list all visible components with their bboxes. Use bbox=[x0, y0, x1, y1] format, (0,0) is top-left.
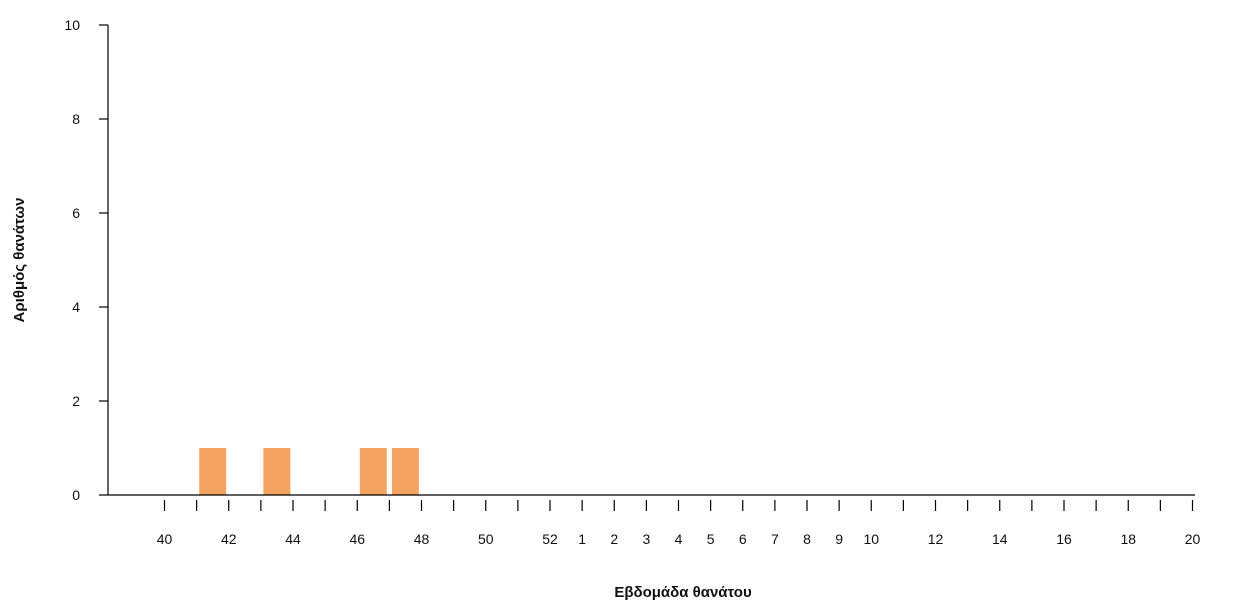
x-tick-label-16: 16 bbox=[1056, 531, 1072, 547]
x-tick-label-50: 50 bbox=[478, 531, 494, 547]
x-tick-label-46: 46 bbox=[349, 531, 365, 547]
x-tick-label-48: 48 bbox=[414, 531, 430, 547]
y-tick-label-6: 6 bbox=[72, 205, 80, 221]
x-tick-label-2: 2 bbox=[610, 531, 618, 547]
bar-week-47 bbox=[391, 448, 419, 495]
y-tick-label-0: 0 bbox=[72, 487, 80, 503]
x-tick-label-12: 12 bbox=[928, 531, 944, 547]
x-tick-label-4: 4 bbox=[675, 531, 683, 547]
bars-layer bbox=[199, 448, 419, 495]
x-tick-label-42: 42 bbox=[221, 531, 237, 547]
x-tick-label-20: 20 bbox=[1185, 531, 1201, 547]
x-tick-label-52: 52 bbox=[542, 531, 558, 547]
x-tick-label-40: 40 bbox=[157, 531, 173, 547]
bar-week-46 bbox=[359, 448, 387, 495]
x-tick-label-18: 18 bbox=[1120, 531, 1136, 547]
x-tick-label-5: 5 bbox=[707, 531, 715, 547]
x-tick-label-10: 10 bbox=[863, 531, 879, 547]
y-tick-label-8: 8 bbox=[72, 111, 80, 127]
y-tick-label-2: 2 bbox=[72, 393, 80, 409]
y-tick-label-4: 4 bbox=[72, 299, 80, 315]
bar-week-43 bbox=[263, 448, 291, 495]
x-tick-label-9: 9 bbox=[835, 531, 843, 547]
x-tick-label-6: 6 bbox=[739, 531, 747, 547]
x-tick-label-44: 44 bbox=[285, 531, 301, 547]
x-tick-label-1: 1 bbox=[578, 531, 586, 547]
x-tick-label-8: 8 bbox=[803, 531, 811, 547]
x-axis-title: Εβδομάδα θανάτου bbox=[614, 584, 752, 601]
x-tick-label-14: 14 bbox=[992, 531, 1008, 547]
y-axis-title: Αριθμός θανάτων bbox=[11, 198, 28, 323]
y-tick-label-10: 10 bbox=[64, 17, 80, 33]
x-tick-label-3: 3 bbox=[642, 531, 650, 547]
x-tick-label-7: 7 bbox=[771, 531, 779, 547]
bar-week-41 bbox=[199, 448, 227, 495]
